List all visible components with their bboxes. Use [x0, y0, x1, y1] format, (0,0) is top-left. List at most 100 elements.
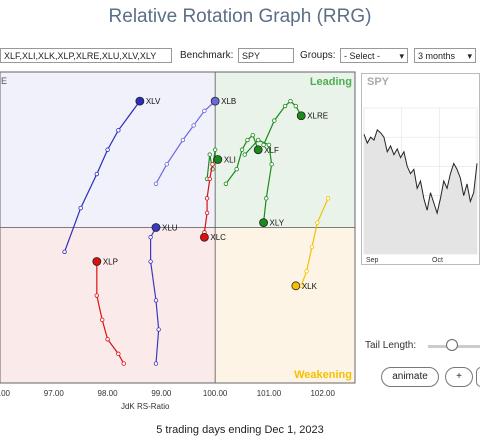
tail-point-xlc — [207, 176, 212, 182]
tail-point-xlf — [234, 166, 239, 172]
tail-point-xlv — [94, 171, 100, 177]
side-price-area — [364, 129, 477, 254]
tail-point-xlf — [239, 147, 245, 152]
tail-point-xlc — [204, 196, 210, 201]
quadrant-label-top-left: E — [1, 76, 7, 86]
tail-point-xlp — [99, 317, 105, 323]
tail-point-xli — [207, 152, 212, 157]
tail-point-xlf — [223, 181, 229, 186]
tail-point-xlu — [153, 298, 159, 303]
series-label-xli: XLI — [224, 155, 236, 164]
series-label-xlv: XLV — [146, 97, 161, 106]
animate-button[interactable]: animate — [381, 367, 439, 387]
benchmark-price-chart: Sep Oct — [363, 107, 478, 264]
rrg-plot: Leading Weakening E 98.00 97.00 98.00 99.00 100… — [0, 70, 358, 420]
side-x-tick-label: Oct — [432, 257, 443, 264]
tail-length-label: Tail Length: — [365, 340, 417, 351]
x-tick-label: 101.00 — [257, 389, 282, 398]
head-marker-xlb — [210, 96, 220, 106]
head-marker-xlv — [135, 96, 145, 106]
benchmark-input[interactable]: SPY — [238, 48, 294, 63]
series-label-xlu: XLU — [162, 224, 178, 233]
head-marker-xlp — [92, 257, 102, 266]
tail-point-xlk — [325, 196, 331, 201]
tail-point-xlre — [288, 98, 293, 104]
tail-point-xlv — [78, 205, 83, 211]
tail-point-xlb — [180, 137, 186, 143]
plus-button[interactable]: + — [445, 367, 473, 387]
x-tick-label: 102.00 — [310, 389, 335, 398]
tail-point-xlre — [282, 103, 288, 109]
controls-bar: XLF,XLI,XLK,XLP,XLRE,XLU,XLV,XLY Benchma… — [0, 46, 480, 68]
tail-point-xly — [269, 162, 274, 167]
tail-point-xly — [266, 142, 272, 148]
tail-point-xly — [242, 152, 247, 157]
tail-point-xlk — [304, 269, 309, 274]
tail-point-xlu — [156, 327, 161, 332]
head-marker-xly — [259, 218, 268, 228]
quadrant-lagging — [0, 227, 216, 383]
tail-line-xlv — [63, 100, 141, 253]
tail-point-xly — [255, 137, 261, 143]
series-label-xlre: XLRE — [307, 112, 328, 121]
tail-point-xlf — [250, 132, 256, 138]
benchmark-price-panel: SPY Sep Oct — [361, 73, 480, 265]
tail-point-xlf — [245, 137, 250, 143]
x-tick-label: 98.00 — [98, 389, 119, 398]
head-marker-xlu — [151, 223, 161, 232]
head-marker-xlf — [253, 145, 263, 155]
head-marker-xlc — [199, 232, 209, 242]
tail-point-xlv — [62, 249, 67, 254]
side-x-tick-label: Sep — [366, 257, 379, 264]
tail-point-xlu — [153, 361, 159, 366]
head-marker-xlre — [296, 111, 306, 121]
tail-point-xlk — [315, 220, 320, 225]
footer-caption: 5 trading days ending Dec 1, 2023 — [156, 424, 324, 436]
quadrant-leading — [215, 72, 355, 228]
tail-point-xlv — [105, 147, 110, 152]
x-axis-label: JdK RS-Ratio — [121, 402, 170, 411]
groups-label: Groups: — [300, 50, 336, 61]
tail-point-xlb — [153, 181, 159, 186]
tail-point-xlre — [293, 103, 299, 109]
rrg-svg: Leading Weakening E 98.00 97.00 98.00 99.00 100… — [0, 71, 356, 411]
series-label-xly: XLY — [270, 219, 285, 228]
tail-point-xlb — [164, 162, 169, 167]
groups-select[interactable]: - Select - — [340, 48, 408, 63]
tail-point-xly — [264, 196, 269, 201]
tail-point-xlp — [121, 361, 126, 366]
page-title: Relative Rotation Graph (RRG) — [108, 6, 372, 27]
period-select[interactable]: 3 months — [414, 48, 476, 63]
series-label-xlb: XLB — [221, 97, 236, 106]
tail-point-xlp — [94, 293, 100, 298]
symbols-input[interactable]: XLF,XLI,XLK,XLP,XLRE,XLU,XLV,XLY — [0, 48, 172, 63]
x-tick-label: 100.00 — [203, 389, 228, 398]
tail-point-xlu — [148, 259, 153, 264]
tail-point-xlp — [116, 351, 121, 357]
tail-point-xlc — [204, 210, 210, 216]
tail-point-xlk — [309, 244, 315, 250]
side-price-line — [363, 129, 478, 215]
tail-point-xlp — [105, 337, 110, 342]
series-label-xlp: XLP — [103, 258, 118, 267]
series-label-xlc: XLC — [210, 233, 226, 242]
tail-line-xlf — [225, 134, 259, 185]
tail-point-xlu — [148, 235, 153, 240]
tail-point-xlv — [116, 128, 121, 133]
x-tick-label: 99.00 — [151, 389, 172, 398]
benchmark-price-label: SPY — [367, 76, 390, 88]
extra-button[interactable] — [476, 367, 480, 387]
tail-length-slider-handle[interactable] — [446, 339, 458, 351]
tail-point-xlb — [191, 123, 196, 128]
tail-point-xlre — [272, 118, 277, 123]
series-label-xlf: XLF — [264, 146, 279, 155]
tail-line-xlb — [155, 100, 216, 185]
series-label-xlk: XLK — [302, 282, 318, 291]
tail-line-xly — [244, 139, 273, 223]
tail-point-xlb — [202, 108, 207, 114]
quadrant-label-leading: Leading — [310, 76, 352, 88]
tail-point-xli — [212, 147, 218, 152]
quadrant-weakening — [215, 227, 355, 383]
tail-point-xlc — [210, 162, 215, 167]
quadrant-label-weakening: Weakening — [294, 369, 352, 381]
